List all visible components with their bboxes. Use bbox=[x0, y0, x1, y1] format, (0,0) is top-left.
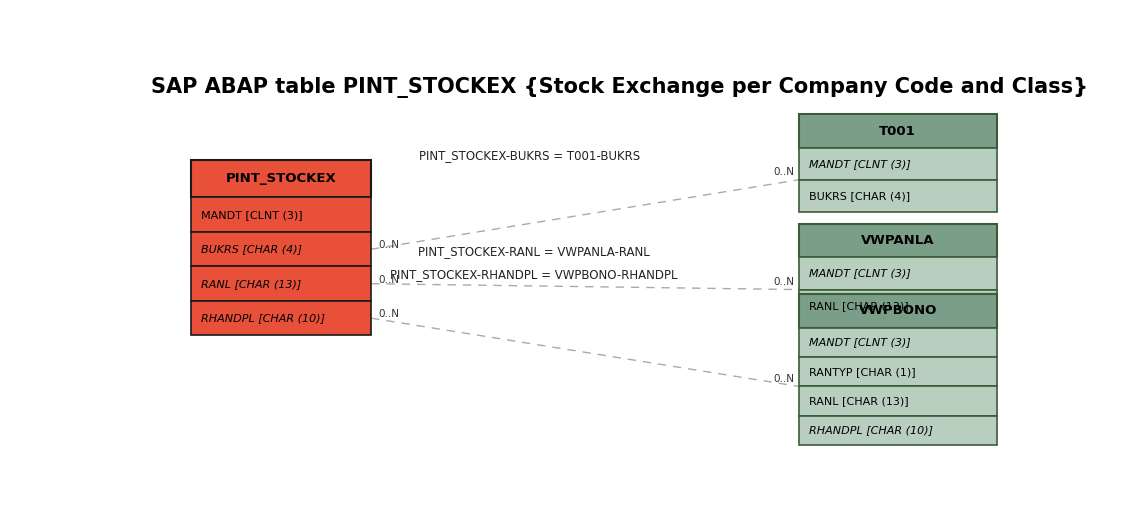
Bar bbox=[798, 386, 997, 416]
Text: RANL [CHAR (13)]: RANL [CHAR (13)] bbox=[810, 396, 908, 406]
Text: RANTYP [CHAR (1)]: RANTYP [CHAR (1)] bbox=[810, 366, 915, 377]
Text: PINT_STOCKEX-BUKRS = T001-BUKRS: PINT_STOCKEX-BUKRS = T001-BUKRS bbox=[420, 149, 640, 162]
Text: RANL [CHAR (13)]: RANL [CHAR (13)] bbox=[810, 301, 908, 310]
Bar bbox=[798, 180, 997, 212]
Bar bbox=[191, 197, 371, 232]
Bar bbox=[798, 357, 997, 386]
Bar bbox=[191, 232, 371, 266]
Text: BUKRS [CHAR (4)]: BUKRS [CHAR (4)] bbox=[201, 244, 302, 254]
Text: VWPANLA: VWPANLA bbox=[861, 234, 935, 247]
Text: SAP ABAP table PINT_STOCKEX {Stock Exchange per Company Code and Class}: SAP ABAP table PINT_STOCKEX {Stock Excha… bbox=[151, 77, 1088, 98]
Text: MANDT [CLNT (3)]: MANDT [CLNT (3)] bbox=[810, 159, 911, 169]
Bar bbox=[191, 266, 371, 301]
Text: VWPBONO: VWPBONO bbox=[858, 304, 937, 318]
Text: T001: T001 bbox=[879, 125, 916, 137]
Text: 0..N: 0..N bbox=[773, 167, 795, 177]
Bar bbox=[798, 115, 997, 148]
Bar bbox=[191, 160, 371, 197]
Text: 0..N: 0..N bbox=[773, 277, 795, 287]
Text: BUKRS [CHAR (4)]: BUKRS [CHAR (4)] bbox=[810, 191, 911, 201]
Text: MANDT [CLNT (3)]: MANDT [CLNT (3)] bbox=[201, 210, 302, 220]
Text: PINT_STOCKEX-RANL = VWPANLA-RANL: PINT_STOCKEX-RANL = VWPANLA-RANL bbox=[418, 245, 650, 258]
Bar bbox=[191, 301, 371, 335]
Bar bbox=[798, 290, 997, 322]
Text: 0..N: 0..N bbox=[773, 374, 795, 384]
Text: 0..N: 0..N bbox=[379, 275, 399, 285]
Text: PINT_STOCKEX-RHANDPL = VWPBONO-RHANDPL: PINT_STOCKEX-RHANDPL = VWPBONO-RHANDPL bbox=[390, 268, 678, 281]
Text: 0..N: 0..N bbox=[379, 240, 399, 250]
Bar bbox=[798, 224, 997, 258]
Text: PINT_STOCKEX: PINT_STOCKEX bbox=[225, 173, 337, 185]
Text: RHANDPL [CHAR (10)]: RHANDPL [CHAR (10)] bbox=[810, 426, 933, 436]
Bar bbox=[798, 258, 997, 290]
Bar bbox=[798, 328, 997, 357]
Text: MANDT [CLNT (3)]: MANDT [CLNT (3)] bbox=[810, 337, 911, 347]
Text: 0..N: 0..N bbox=[379, 309, 399, 319]
Bar bbox=[798, 416, 997, 445]
Bar bbox=[798, 148, 997, 180]
Text: RHANDPL [CHAR (10)]: RHANDPL [CHAR (10)] bbox=[201, 313, 325, 323]
Text: MANDT [CLNT (3)]: MANDT [CLNT (3)] bbox=[810, 269, 911, 278]
Text: RANL [CHAR (13)]: RANL [CHAR (13)] bbox=[201, 279, 301, 289]
Bar bbox=[798, 294, 997, 328]
